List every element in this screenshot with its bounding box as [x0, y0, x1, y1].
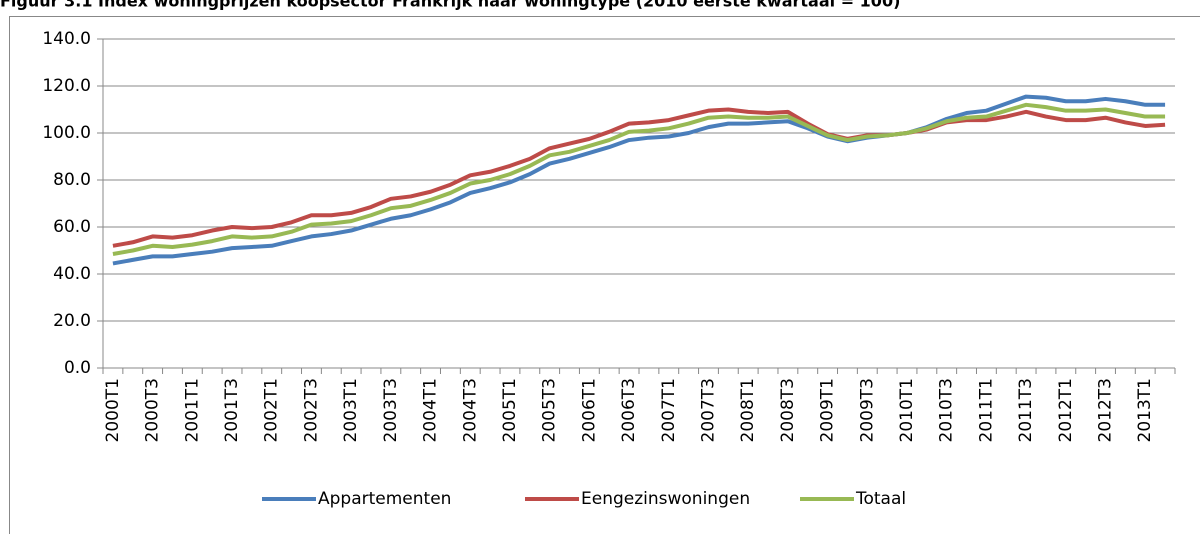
y-tick-label: 60.0 — [53, 217, 91, 237]
x-tick-label: 2003T1 — [341, 378, 361, 442]
x-tick-label: 2000T3 — [143, 378, 163, 442]
x-tick-label: 2000T1 — [103, 378, 123, 442]
x-tick-label: 2010T3 — [937, 378, 957, 442]
series-line — [112, 94, 1166, 266]
x-tick-label: 2002T3 — [301, 378, 321, 442]
x-tick-label: 2007T1 — [659, 378, 679, 442]
x-tick-label: 2011T1 — [976, 378, 996, 442]
series-line — [112, 107, 1166, 248]
y-tick-label: 20.0 — [53, 311, 91, 331]
x-tick-label: 2011T3 — [1016, 378, 1036, 442]
x-tick-label: 2010T1 — [897, 378, 917, 442]
y-tick-label: 40.0 — [53, 264, 91, 284]
chart-border — [9, 16, 1200, 534]
x-tick-label: 2004T1 — [421, 378, 441, 442]
x-tick-label: 2004T3 — [460, 378, 480, 442]
x-tick-label: 2007T3 — [698, 378, 718, 442]
x-tick-label: 2009T1 — [818, 378, 838, 442]
x-tick-label: 2005T3 — [540, 378, 560, 442]
x-tick-label: 2012T1 — [1056, 378, 1076, 442]
x-tick-label: 2005T1 — [500, 378, 520, 442]
chart-title: Figuur 3.1 Index woningprijzen koopsecto… — [0, 0, 900, 11]
y-tick-label: 120.0 — [42, 76, 91, 96]
y-tick-label: 140.0 — [42, 29, 91, 49]
x-tick-label: 2008T3 — [778, 378, 798, 442]
x-tick-label: 2013T1 — [1135, 378, 1155, 442]
x-tick-label: 2012T3 — [1096, 378, 1116, 442]
x-tick-label: 2003T3 — [381, 378, 401, 442]
legend-label: Appartementen — [318, 489, 451, 509]
x-tick-label: 2001T1 — [182, 378, 202, 442]
y-tick-label: 80.0 — [53, 170, 91, 190]
legend-label: Eengezinswoningen — [581, 489, 750, 509]
x-tick-label: 2006T3 — [619, 378, 639, 442]
x-tick-label: 2001T3 — [222, 378, 242, 442]
series-line — [112, 102, 1166, 256]
y-tick-label: 0.0 — [64, 358, 91, 378]
y-tick-label: 100.0 — [42, 123, 91, 143]
x-tick-label: 2006T1 — [579, 378, 599, 442]
x-tick-label: 2008T1 — [738, 378, 758, 442]
legend-label: Totaal — [855, 489, 906, 509]
x-tick-label: 2009T3 — [857, 378, 877, 442]
x-tick-label: 2002T1 — [262, 378, 282, 442]
